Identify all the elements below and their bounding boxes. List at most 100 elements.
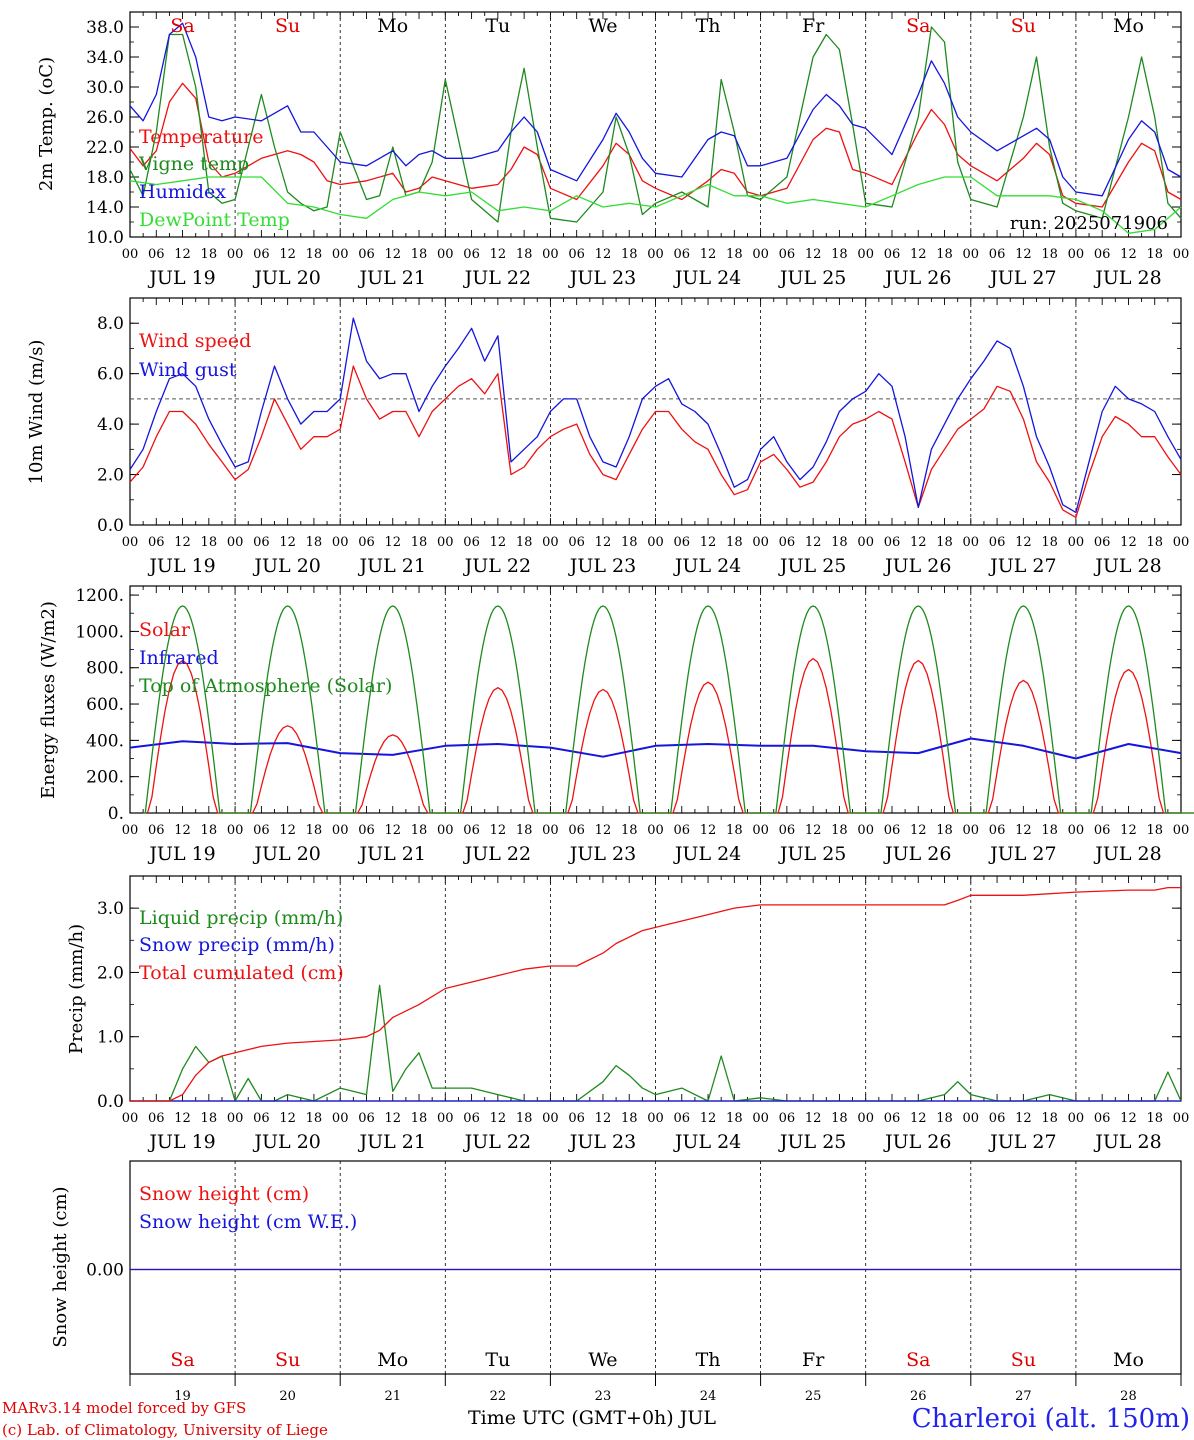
panel-1-hour-label: 06 bbox=[358, 247, 375, 262]
panel-3-hour-label: 12 bbox=[490, 823, 507, 838]
panel-4-hour-label: 18 bbox=[1041, 1111, 1058, 1126]
weekday-bottom-2: Mo bbox=[377, 1349, 408, 1371]
panel-3-y-axis-label: Energy fluxes (W/m2) bbox=[38, 601, 59, 799]
panel-4-hour-label: 12 bbox=[1015, 1111, 1032, 1126]
panel-3-hour-label: 12 bbox=[279, 823, 296, 838]
weekday-top-5: Th bbox=[696, 15, 721, 37]
panel-1-hour-label: 06 bbox=[989, 247, 1006, 262]
panel-4-hour-label: 00 bbox=[1068, 1111, 1085, 1126]
panel-1-hour-label: 00 bbox=[1068, 247, 1085, 262]
panel-2-hour-label: 18 bbox=[831, 535, 848, 550]
panel-1-day-label: JUL 21 bbox=[358, 267, 426, 289]
panel-2-hour-label: 18 bbox=[201, 535, 218, 550]
panel-2-hour-label: 12 bbox=[805, 535, 822, 550]
panel-4-hour-label: 06 bbox=[674, 1111, 691, 1126]
panel-1-run-annotation: run: 2025071906 bbox=[1010, 213, 1168, 234]
panel-2-hour-label: 12 bbox=[910, 535, 927, 550]
panel-3-hour-label: 00 bbox=[542, 823, 559, 838]
panel-2-day-label: JUL 25 bbox=[778, 555, 846, 577]
panel-4-hour-label: 18 bbox=[936, 1111, 953, 1126]
panel-1-hour-label: 00 bbox=[857, 247, 874, 262]
panel-1-series-humidex bbox=[129, 22, 1182, 197]
panel-2-legend-1: Wind gust bbox=[139, 359, 237, 381]
panel-2-hour-label: 18 bbox=[516, 535, 533, 550]
panel-4-hour-label: 12 bbox=[805, 1111, 822, 1126]
panel-2-hour-label: 06 bbox=[779, 535, 796, 550]
panel-3-hour-label: 00 bbox=[1068, 823, 1085, 838]
panel-1-hour-label: 18 bbox=[831, 247, 848, 262]
panel-4-hour-label: 00 bbox=[122, 1111, 139, 1126]
panel-3-hour-label: 18 bbox=[726, 823, 743, 838]
panel-4-hour-label: 12 bbox=[174, 1111, 191, 1126]
weekday-top-0: Sa bbox=[170, 15, 194, 37]
panel-2-y-axis-label: 10m Wind (m/s) bbox=[26, 340, 47, 485]
panel-1-hour-label: 00 bbox=[1173, 247, 1190, 262]
panel-3-hour-label: 06 bbox=[989, 823, 1006, 838]
panel-3-hour-label: 12 bbox=[174, 823, 191, 838]
panel-2-hour-label: 06 bbox=[989, 535, 1006, 550]
panel-4-hour-label: 00 bbox=[542, 1111, 559, 1126]
panel-3-hour-label: 18 bbox=[1041, 823, 1058, 838]
panel-3-hour-label: 00 bbox=[122, 823, 139, 838]
bottom-day-number-4: 23 bbox=[595, 1389, 612, 1404]
panel-3-hour-label: 18 bbox=[831, 823, 848, 838]
panel-1-hour-label: 12 bbox=[1120, 247, 1137, 262]
panel-2-day-label: JUL 20 bbox=[252, 555, 320, 577]
panel-4-hour-label: 12 bbox=[595, 1111, 612, 1126]
panel-2-hour-label: 18 bbox=[726, 535, 743, 550]
panel-5-y-axis-label: Snow height (cm) bbox=[50, 1186, 71, 1347]
panel-1-hour-label: 06 bbox=[463, 247, 480, 262]
panel-3-day-label: JUL 27 bbox=[988, 843, 1056, 865]
panel-4-hour-label: 12 bbox=[700, 1111, 717, 1126]
panel-3-hour-label: 18 bbox=[306, 823, 323, 838]
panel-4-legend-0: Liquid precip (mm/h) bbox=[139, 907, 343, 929]
panel-4-day-label: JUL 23 bbox=[568, 1131, 636, 1153]
panel-4-day-label: JUL 19 bbox=[147, 1131, 215, 1153]
panel-1-y-tick-label: 38.0 bbox=[86, 18, 124, 38]
panel-1-y-axis-label: 2m Temp. (oC) bbox=[36, 57, 57, 191]
panel-3-hour-label: 06 bbox=[884, 823, 901, 838]
panel-4-y-tick-label: 0.0 bbox=[97, 1092, 124, 1112]
panel-2-day-label: JUL 28 bbox=[1093, 555, 1161, 577]
panel-2-hour-label: 18 bbox=[1041, 535, 1058, 550]
panel-1-hour-label: 18 bbox=[1041, 247, 1058, 262]
panel-3-hour-label: 12 bbox=[595, 823, 612, 838]
panel-2-hour-label: 18 bbox=[411, 535, 428, 550]
panel-4-hour-label: 06 bbox=[463, 1111, 480, 1126]
panel-2-y-tick-label: 2.0 bbox=[97, 466, 124, 486]
panel-4-hour-label: 18 bbox=[411, 1111, 428, 1126]
panel-2-y-tick-label: 0.0 bbox=[97, 516, 124, 536]
panel-4-day-label: JUL 28 bbox=[1093, 1131, 1161, 1153]
panel-1-hour-label: 12 bbox=[1015, 247, 1032, 262]
panel-2-hour-label: 06 bbox=[884, 535, 901, 550]
panel-1-hour-label: 00 bbox=[963, 247, 980, 262]
panel-2-hour-label: 06 bbox=[148, 535, 165, 550]
panel-4-hour-label: 00 bbox=[437, 1111, 454, 1126]
panel-2-hour-label: 00 bbox=[1068, 535, 1085, 550]
panel-2-day-label: JUL 24 bbox=[673, 555, 741, 577]
panel-2-hour-label: 00 bbox=[752, 535, 769, 550]
panel-1-hour-label: 18 bbox=[936, 247, 953, 262]
panel-4-hour-label: 12 bbox=[279, 1111, 296, 1126]
panel-4-hour-label: 18 bbox=[831, 1111, 848, 1126]
weekday-bottom-6: Fr bbox=[802, 1349, 825, 1371]
panel-3-hour-label: 18 bbox=[201, 823, 218, 838]
panel-2-day-label: JUL 22 bbox=[463, 555, 531, 577]
panel-1-hour-label: 12 bbox=[384, 247, 401, 262]
bottom-day-number-3: 22 bbox=[490, 1389, 507, 1404]
panel-4-hour-label: 18 bbox=[621, 1111, 638, 1126]
panel-4-day-label: JUL 25 bbox=[778, 1131, 846, 1153]
panel-4-series-total-cumulated-cm- bbox=[130, 886, 1181, 1102]
panel-1-hour-label: 18 bbox=[1146, 247, 1163, 262]
panel-1-day-label: JUL 24 bbox=[673, 267, 741, 289]
panel-4-hour-label: 06 bbox=[1094, 1111, 1111, 1126]
panel-3-hour-label: 12 bbox=[805, 823, 822, 838]
panel-5-y-tick-label: 0.00 bbox=[86, 1261, 124, 1281]
panel-4-y-axis-label: Precip (mm/h) bbox=[66, 924, 87, 1054]
panel-2-day-label: JUL 21 bbox=[358, 555, 426, 577]
weekday-top-1: Su bbox=[275, 15, 300, 37]
panel-1-legend-1: Vigne temp bbox=[138, 153, 249, 175]
panel-2-y-tick-label: 8.0 bbox=[97, 314, 124, 334]
panel-1-day-label: JUL 20 bbox=[252, 267, 320, 289]
